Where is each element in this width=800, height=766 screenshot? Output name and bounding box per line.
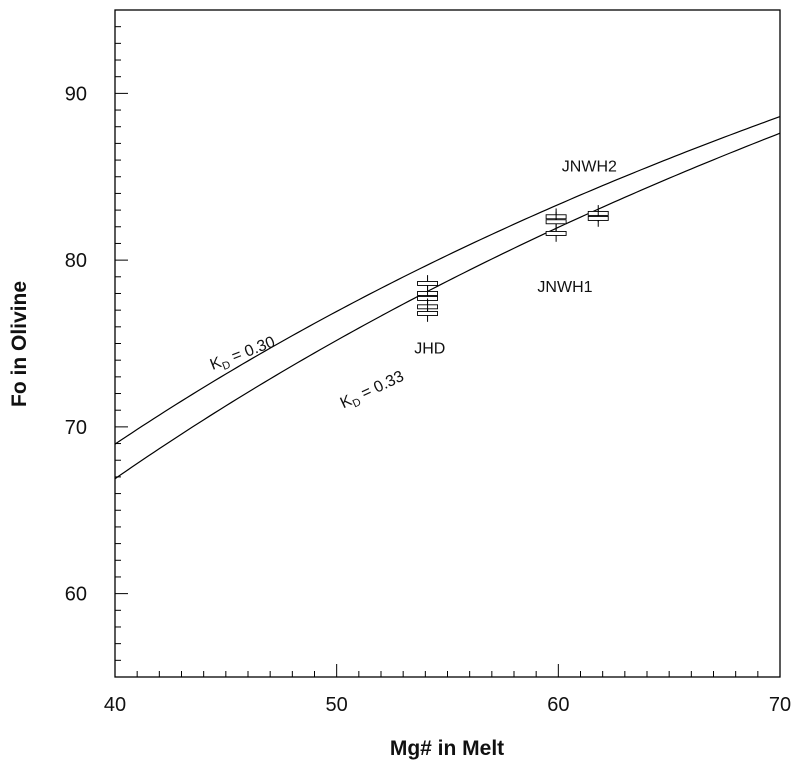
data-points bbox=[417, 205, 609, 322]
series-jnwh1 bbox=[545, 208, 567, 242]
kd-curve-label: KD = 0.33 bbox=[338, 368, 408, 415]
annotations: KD = 0.30 KD = 0.33 JHD JNWH1 JNWH2 bbox=[208, 159, 617, 415]
group-label: JHD bbox=[414, 341, 445, 358]
data-point bbox=[417, 311, 438, 316]
group-label: JNWH1 bbox=[537, 279, 592, 296]
x-tick-label: 60 bbox=[547, 694, 569, 716]
data-point bbox=[417, 281, 438, 286]
major-ticks bbox=[114, 92, 781, 677]
y-axis-title: Fo in Olivine bbox=[8, 281, 31, 407]
y-tick-label: 60 bbox=[65, 584, 87, 606]
data-point bbox=[545, 219, 567, 225]
kd-curve bbox=[114, 116, 781, 445]
y-tick-label: 80 bbox=[65, 250, 87, 272]
minor-ticks bbox=[115, 9, 759, 678]
x-tick-label: 40 bbox=[104, 694, 126, 716]
tick-labels: 40 50 60 70 60 70 80 90 bbox=[65, 83, 791, 716]
data-point bbox=[587, 215, 609, 221]
y-tick-label: 90 bbox=[65, 83, 87, 105]
y-tick-label: 70 bbox=[65, 417, 87, 439]
series-jhd bbox=[417, 275, 438, 322]
series-jnwh2 bbox=[587, 205, 609, 227]
x-axis-title: Mg# in Melt bbox=[390, 737, 504, 760]
kd-curves bbox=[114, 116, 781, 480]
group-label: JNWH2 bbox=[562, 159, 617, 176]
plot-frame bbox=[114, 9, 781, 678]
x-tick-label: 50 bbox=[326, 694, 348, 716]
kd-curve-label: KD = 0.30 bbox=[208, 334, 279, 377]
data-point bbox=[545, 230, 567, 236]
kd-curve bbox=[114, 132, 781, 480]
x-tick-label: 70 bbox=[769, 694, 791, 716]
